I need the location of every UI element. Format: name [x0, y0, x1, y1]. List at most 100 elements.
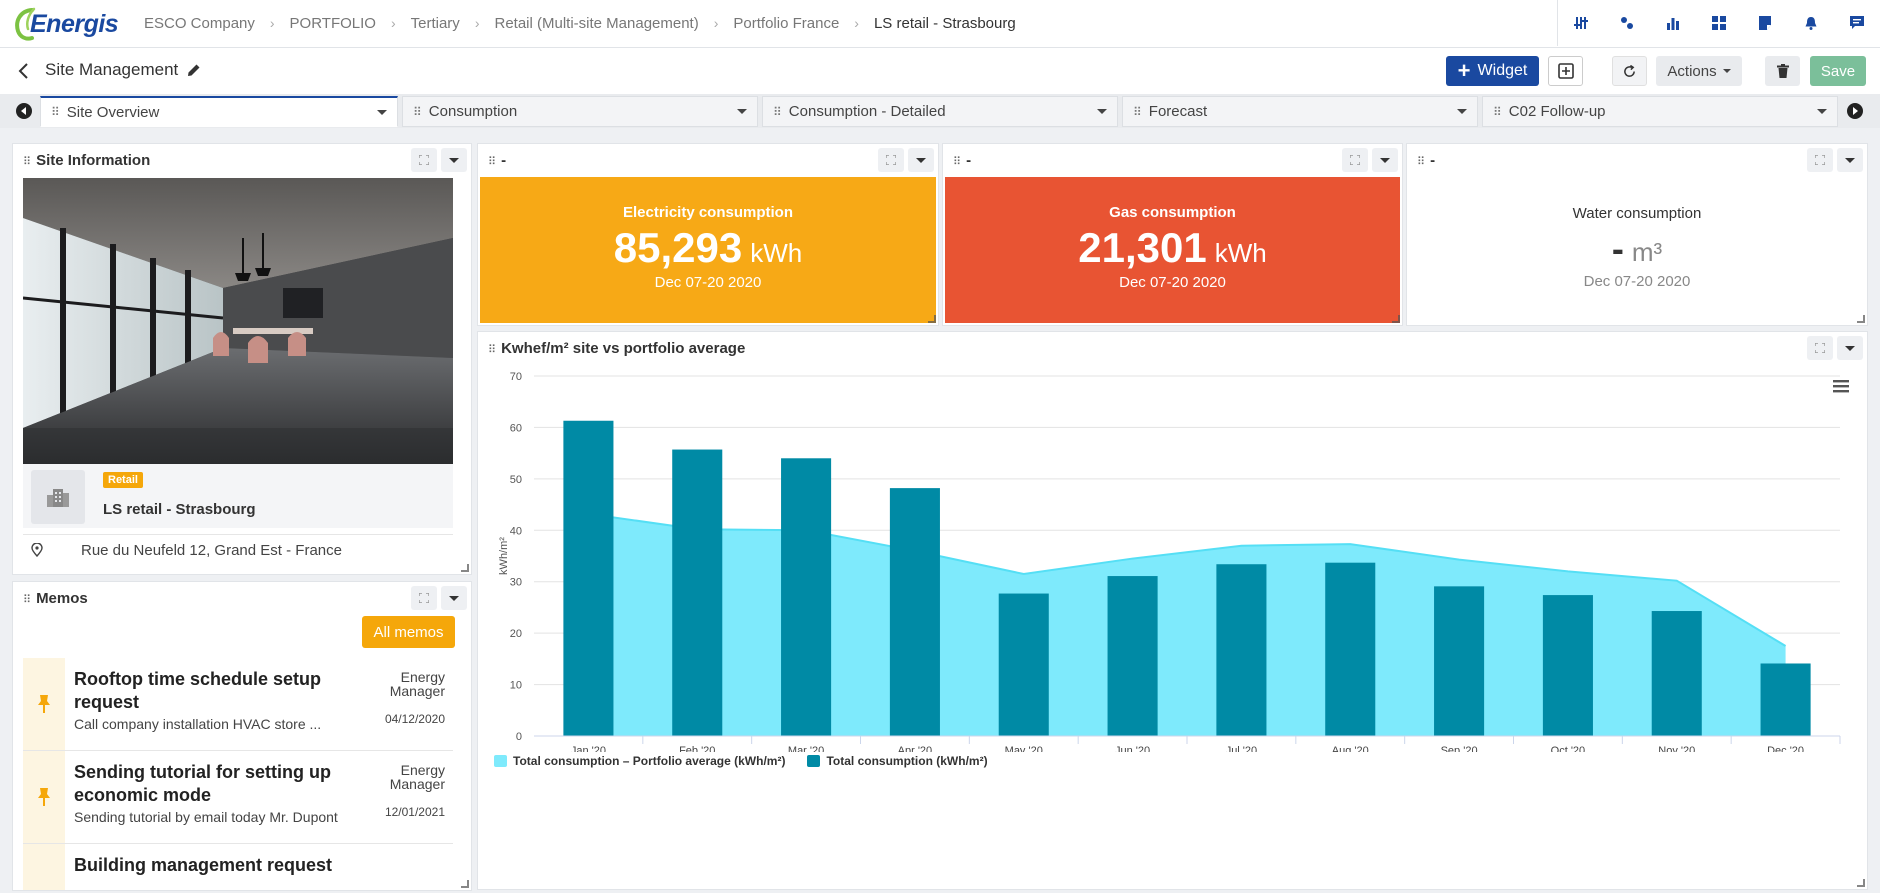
caret-down-icon — [449, 157, 459, 163]
bar-total-consumption — [1434, 586, 1485, 736]
tab-scroll-right-button[interactable] — [1847, 103, 1863, 119]
energis-logo[interactable]: Energis — [14, 6, 119, 42]
breadcrumb-item-portfolio[interactable]: PORTFOLIO — [289, 14, 376, 32]
actions-label: Actions — [1667, 62, 1717, 80]
caret-down-icon[interactable] — [737, 109, 747, 114]
breadcrumb-item-tertiary[interactable]: Tertiary — [410, 14, 460, 32]
legend-item-total-consumption[interactable]: Total consumption (kWh/m²) — [807, 754, 988, 768]
expand-button[interactable] — [411, 586, 437, 610]
kpi-body: Gas consumption 21,301 kWh Dec 07-20 2020 — [945, 177, 1400, 323]
bell-icon[interactable] — [1788, 0, 1834, 46]
back-button[interactable] — [12, 59, 36, 83]
drag-grip-icon[interactable]: ⠿ — [1133, 104, 1142, 119]
kwh-chart-panel: ⠿ Kwhef/m² site vs portfolio average 0 10 2… — [477, 331, 1868, 890]
caret-down-icon[interactable] — [377, 110, 387, 115]
document-icon[interactable] — [1742, 0, 1788, 46]
resize-handle[interactable] — [1857, 879, 1865, 887]
pin-icon[interactable] — [23, 844, 65, 890]
pencil-icon[interactable] — [186, 62, 202, 82]
x-tick-label: Aug '20 — [1332, 745, 1369, 752]
panel-menu-button[interactable] — [441, 148, 467, 172]
caret-down-icon[interactable] — [1817, 109, 1827, 114]
pin-icon[interactable] — [23, 751, 65, 843]
breadcrumb-item-retail[interactable]: Retail (Multi-site Management) — [494, 14, 699, 32]
panel-menu-button[interactable] — [441, 586, 467, 610]
breadcrumb-item-portfolio-france[interactable]: Portfolio France — [733, 14, 840, 32]
drag-grip-icon[interactable]: ⠿ — [23, 156, 31, 168]
drag-grip-icon[interactable]: ⠿ — [773, 104, 782, 119]
dots-icon[interactable] — [1604, 0, 1650, 46]
drag-grip-icon[interactable]: ⠿ — [488, 156, 496, 168]
drag-grip-icon[interactable]: ⠿ — [413, 104, 422, 119]
caret-down-icon[interactable] — [1457, 109, 1467, 114]
drag-grip-icon[interactable]: ⠿ — [51, 105, 60, 119]
drag-grip-icon[interactable]: ⠿ — [953, 156, 961, 168]
tab-forecast[interactable]: ⠿ Forecast — [1122, 96, 1478, 127]
expand-button[interactable] — [1807, 336, 1833, 360]
add-widget-button[interactable]: + Widget — [1446, 56, 1539, 86]
resize-handle[interactable] — [1857, 315, 1865, 323]
resize-handle[interactable] — [461, 564, 469, 572]
breadcrumb: ESCO Company › PORTFOLIO › Tertiary › Re… — [144, 0, 1016, 46]
chart-menu-icon[interactable] — [1833, 380, 1849, 397]
chart-canvas: 0 10 20 30 40 50 60 70 kWh/m² Jan '20 Feb '20 Mar '… — [498, 371, 1841, 752]
add-section-button[interactable] — [1548, 56, 1583, 86]
chat-icon[interactable] — [1834, 0, 1880, 46]
y-tick-label: 10 — [510, 680, 522, 692]
tab-site-overview[interactable]: ⠿ Site Overview — [40, 96, 398, 127]
expand-button[interactable] — [411, 148, 437, 172]
delete-button[interactable] — [1765, 56, 1800, 86]
drag-grip-icon[interactable]: ⠿ — [1493, 104, 1502, 119]
chevron-left-icon — [18, 63, 28, 79]
resize-handle[interactable] — [928, 315, 936, 323]
expand-button[interactable] — [878, 148, 904, 172]
all-memos-button[interactable]: All memos — [362, 616, 455, 648]
bar-total-consumption — [998, 593, 1049, 736]
expand-icon — [419, 593, 429, 603]
legend-item-portfolio-average[interactable]: Total consumption – Portfolio average (k… — [494, 754, 785, 768]
breadcrumb-separator: › — [474, 15, 480, 31]
memo-item[interactable]: Rooftop time schedule setup request Call… — [23, 658, 453, 751]
actions-dropdown[interactable]: Actions — [1656, 56, 1742, 86]
bar-total-consumption — [1325, 562, 1376, 736]
panel-menu-button[interactable] — [1837, 148, 1863, 172]
save-button[interactable]: Save — [1810, 56, 1866, 86]
tab-consumption[interactable]: ⠿ Consumption — [402, 96, 758, 127]
drag-grip-icon[interactable]: ⠿ — [1417, 156, 1425, 168]
bar-chart-icon[interactable] — [1650, 0, 1696, 46]
pin-icon[interactable] — [23, 658, 65, 750]
dashboard-icon[interactable] — [1696, 0, 1742, 46]
bar-total-consumption — [1107, 576, 1158, 736]
legend-swatch — [807, 755, 821, 767]
x-tick-label: Dec '20 — [1767, 745, 1804, 752]
resize-handle[interactable] — [461, 880, 469, 888]
bar-total-consumption — [781, 458, 832, 736]
expand-button[interactable] — [1342, 148, 1368, 172]
memo-item[interactable]: Sending tutorial for setting up economic… — [23, 751, 453, 844]
drag-grip-icon[interactable]: ⠿ — [488, 344, 496, 356]
gas-kpi-panel: ⠿ - Gas consumption 21,301 kWh Dec 07-20 2… — [942, 143, 1403, 326]
tab-consumption-detailed[interactable]: ⠿ Consumption - Detailed — [762, 96, 1118, 127]
plus-icon: + — [1457, 58, 1471, 83]
location-pin-icon — [31, 542, 43, 561]
sliders-icon[interactable] — [1558, 0, 1604, 46]
tab-co2-follow-up[interactable]: ⠿ C02 Follow-up — [1482, 96, 1838, 127]
breadcrumb-item-esco[interactable]: ESCO Company — [144, 14, 255, 32]
bar-total-consumption — [563, 420, 614, 736]
kpi-value: - m³ — [1612, 226, 1662, 275]
memo-description: Sending tutorial by email today Mr. Dupo… — [74, 809, 338, 825]
panel-menu-button[interactable] — [1837, 336, 1863, 360]
expand-button[interactable] — [1807, 148, 1833, 172]
panel-menu-button[interactable] — [1372, 148, 1398, 172]
resize-handle[interactable] — [1392, 315, 1400, 323]
kpi-body: Electricity consumption 85,293 kWh Dec 07… — [480, 177, 936, 323]
drag-grip-icon[interactable]: ⠿ — [23, 594, 31, 606]
kpi-date: Dec 07-20 2020 — [1119, 273, 1226, 291]
x-tick-label: Jun '20 — [1115, 745, 1150, 752]
memo-item[interactable]: Building management request — [23, 844, 453, 890]
caret-down-icon[interactable] — [1097, 109, 1107, 114]
refresh-button[interactable] — [1612, 56, 1647, 86]
panel-menu-button[interactable] — [908, 148, 934, 172]
tab-scroll-left-button[interactable] — [16, 103, 32, 119]
caret-down-icon — [1380, 157, 1390, 163]
